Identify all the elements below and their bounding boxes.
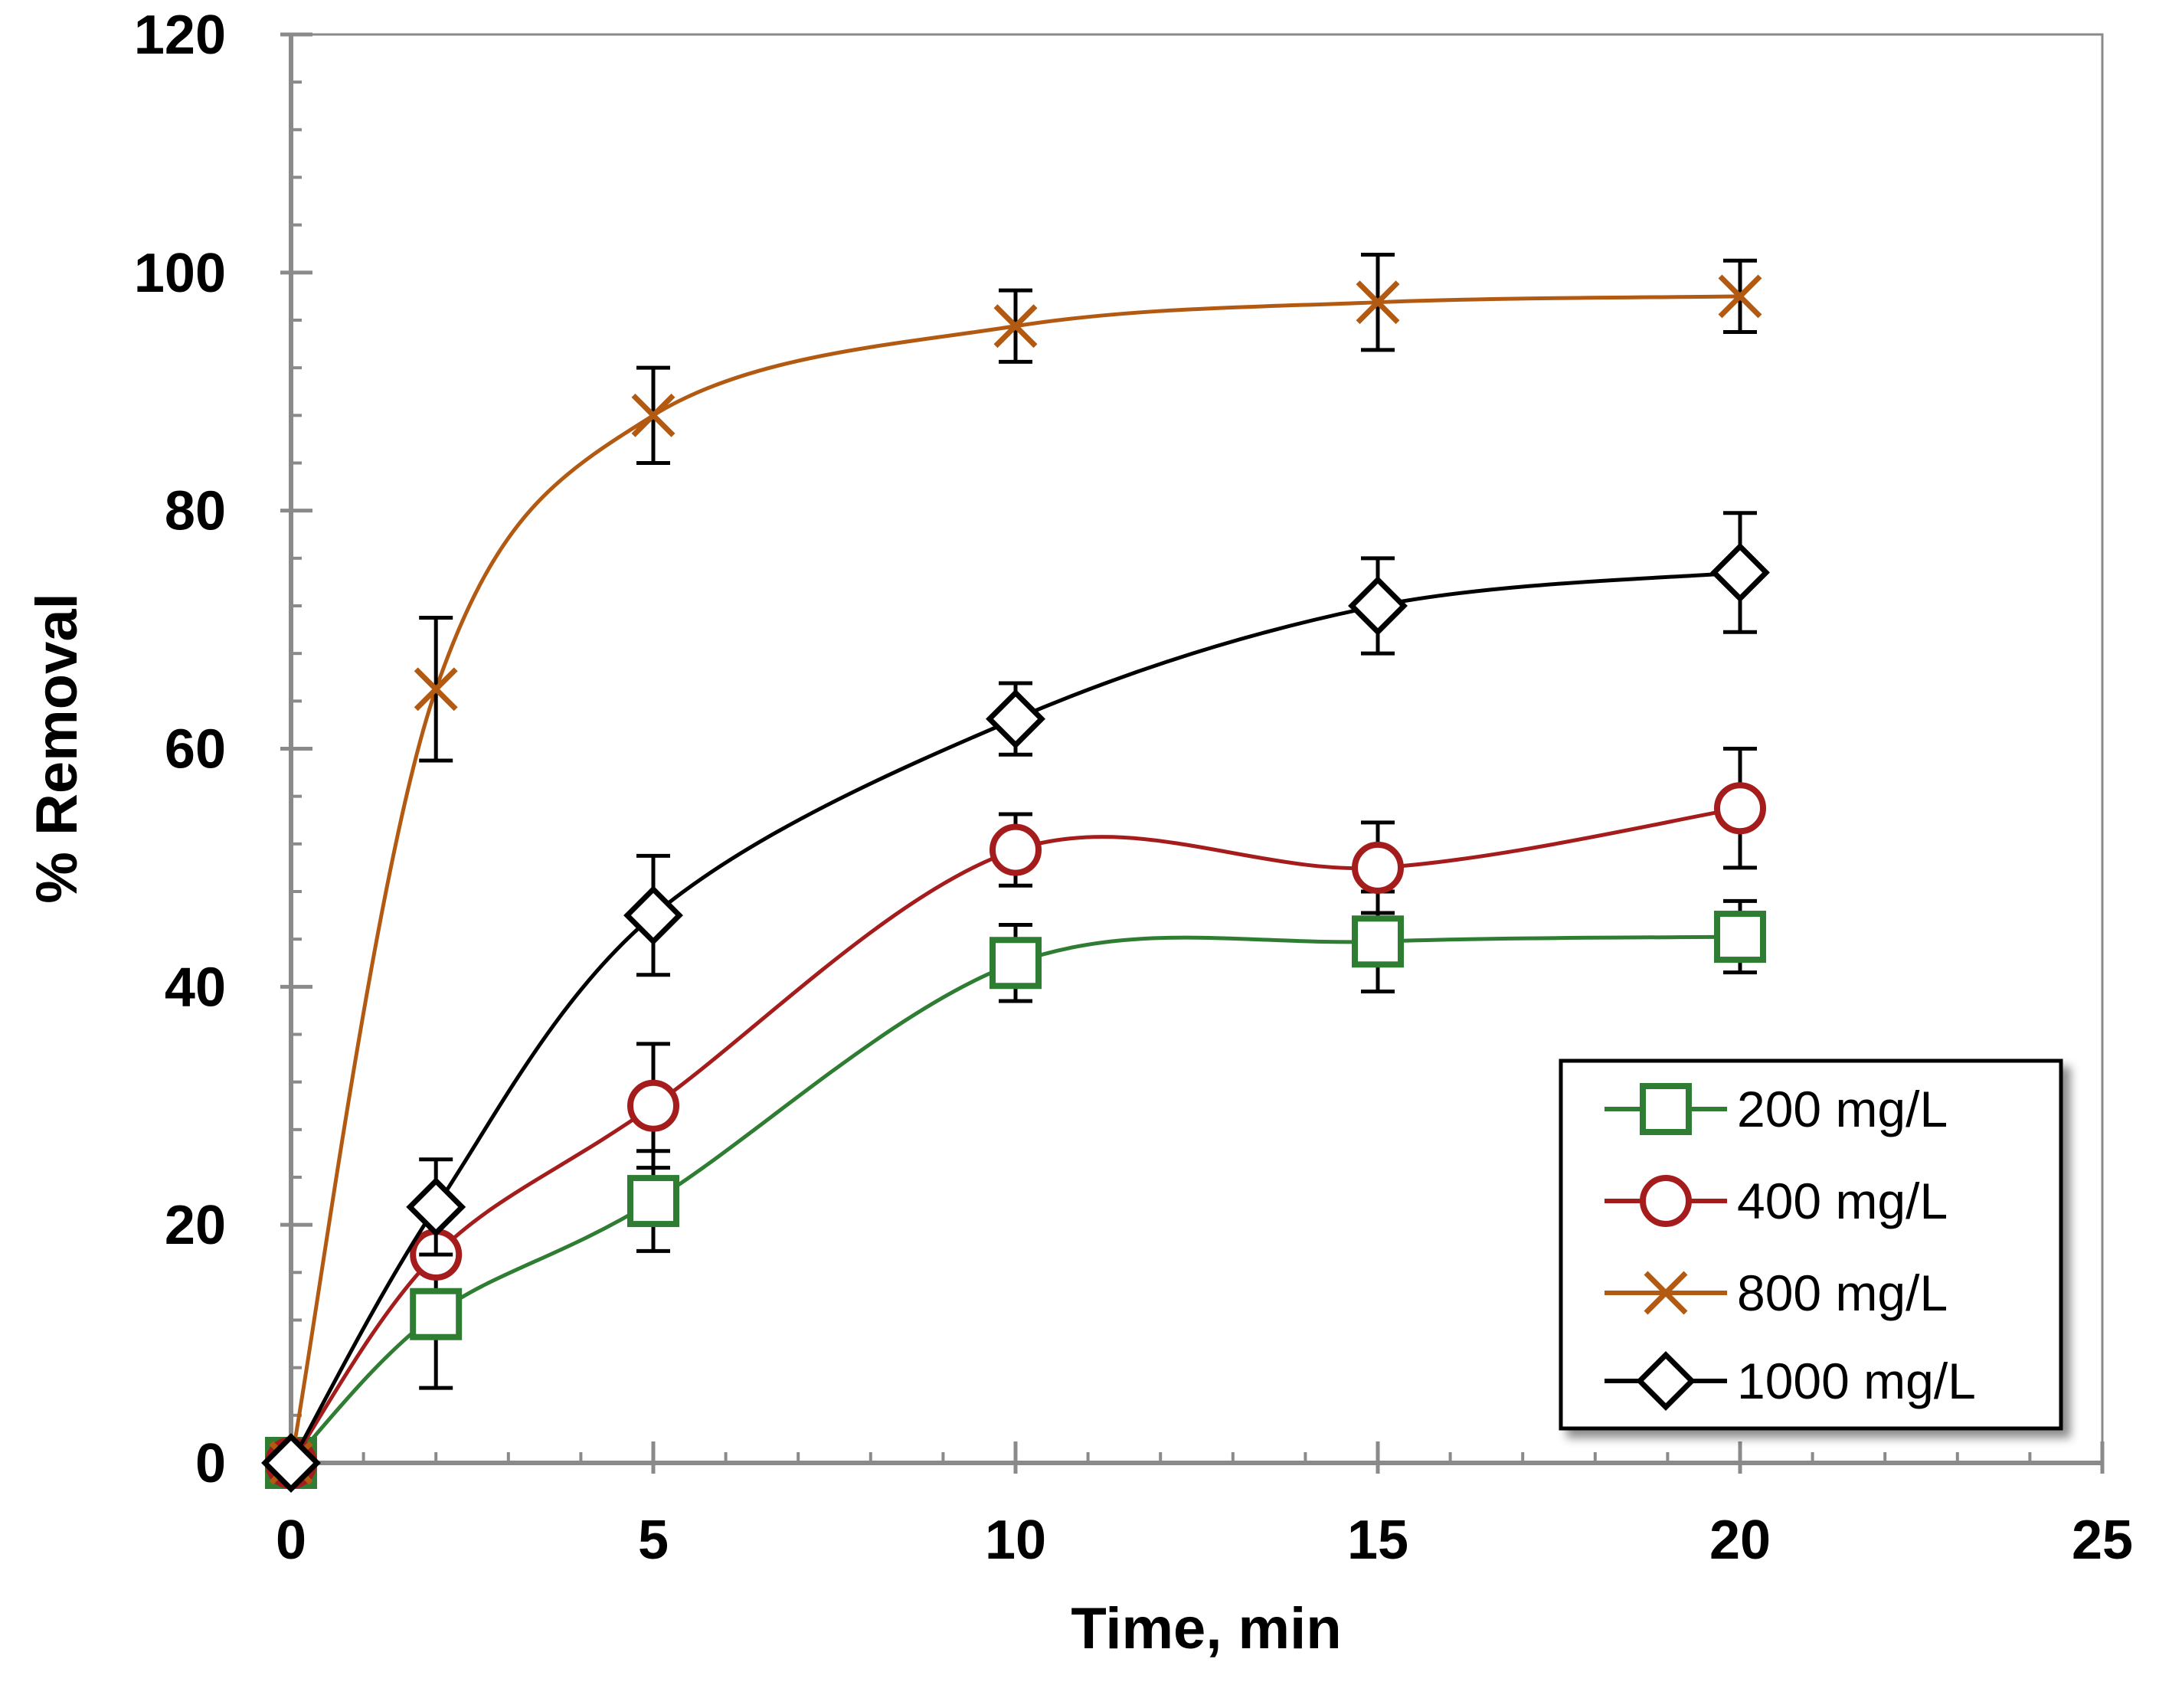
series-1000-mg-l: [261, 511, 1770, 1493]
y-tick-label: 100: [134, 243, 226, 304]
x-tick-label: 25: [2072, 1510, 2133, 1571]
y-tick-label: 120: [134, 5, 226, 66]
x-tick-label: 20: [1709, 1510, 1771, 1571]
data-point: [1352, 841, 1404, 894]
y-tick-label: 60: [165, 719, 226, 780]
legend: 200 mg/L 400 mg/L 800 mg/L 1000 mg/L: [1559, 1059, 2063, 1431]
legend-marker: [1640, 1175, 1692, 1227]
y-tick-label: 40: [165, 957, 226, 1018]
legend-items: 200 mg/L 400 mg/L 800 mg/L 1000 mg/L: [1605, 1081, 1976, 1411]
legend-label: 200 mg/L: [1737, 1081, 1948, 1137]
series-line: [289, 294, 1741, 1464]
data-point: [1348, 576, 1408, 636]
data-point: [261, 1433, 321, 1493]
y-axis-title: % Removal: [25, 593, 90, 904]
legend-label: 400 mg/L: [1737, 1173, 1948, 1229]
x-axis-ticks: 0 5 10 15 20 25: [276, 1441, 2133, 1571]
data-point: [986, 689, 1045, 749]
x-tick-label: 15: [1347, 1510, 1408, 1571]
x-tick-label: 0: [276, 1510, 306, 1571]
legend-label: 800 mg/L: [1737, 1265, 1948, 1321]
legend-marker: [1636, 1351, 1696, 1411]
legend-item: 1000 mg/L: [1605, 1351, 1976, 1411]
data-point: [627, 1175, 679, 1228]
y-tick-label: 80: [165, 481, 226, 542]
y-axis-ticks: 0 20 40 60 80 100 120: [134, 5, 312, 1494]
series-layer: [261, 253, 1770, 1493]
x-axis-title: Time, min: [1071, 1596, 1341, 1661]
data-point: [631, 393, 676, 437]
y-tick-label: 20: [165, 1195, 226, 1256]
data-point: [414, 667, 458, 712]
legend-marker: [1644, 1271, 1688, 1315]
data-point: [993, 304, 1038, 348]
legend-label: 1000 mg/L: [1737, 1353, 1976, 1409]
data-point: [1714, 782, 1766, 835]
data-point: [1352, 915, 1404, 968]
data-point: [406, 1176, 466, 1237]
data-point: [1718, 274, 1762, 319]
data-point: [1714, 911, 1766, 964]
legend-item: 400 mg/L: [1605, 1173, 1948, 1229]
data-point: [1710, 542, 1770, 603]
x-tick-label: 5: [638, 1510, 669, 1571]
data-point: [990, 937, 1042, 990]
data-point: [1356, 280, 1400, 325]
legend-item: 800 mg/L: [1605, 1265, 1948, 1321]
legend-item: 200 mg/L: [1605, 1081, 1948, 1137]
y-tick-label: 0: [195, 1433, 226, 1494]
legend-marker: [1640, 1083, 1692, 1135]
legend-box: [1559, 1059, 2063, 1431]
data-point: [410, 1288, 463, 1340]
x-tick-label: 10: [985, 1510, 1046, 1571]
data-point: [623, 885, 683, 946]
data-point: [990, 823, 1042, 876]
data-point: [627, 1079, 679, 1132]
